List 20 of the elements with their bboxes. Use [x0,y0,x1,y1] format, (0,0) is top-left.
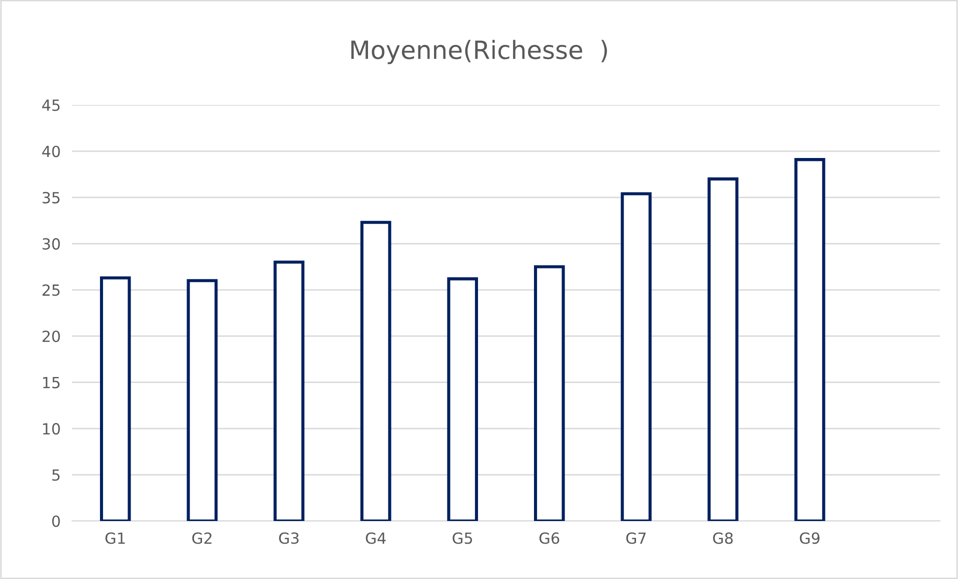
y-tick-label: 40 [42,146,60,158]
y-tick-label: 10 [43,423,60,435]
y-tick-label: 20 [42,330,60,342]
x-tick-label: G5 [452,532,472,544]
x-tick-label: G3 [279,532,299,544]
y-tick-label: 45 [42,100,60,112]
y-tick-label: 30 [42,238,60,250]
x-tick-label: G7 [626,532,646,544]
y-tick-label: 25 [42,284,60,296]
x-tick-label: G9 [800,532,820,544]
y-tick-label: 15 [43,377,60,388]
y-tick-label: 5 [52,469,60,481]
x-tick-label: G6 [539,532,560,544]
chart-title: Moyenne(Richesse ) [351,40,607,64]
x-tick-label: G8 [713,532,733,544]
x-tick-label: G1 [105,532,125,544]
x-tick-label: G2 [192,532,212,544]
x-tick-label: G4 [366,532,386,544]
y-tick-label: 35 [42,192,60,204]
y-tick-label: 0 [52,515,60,528]
